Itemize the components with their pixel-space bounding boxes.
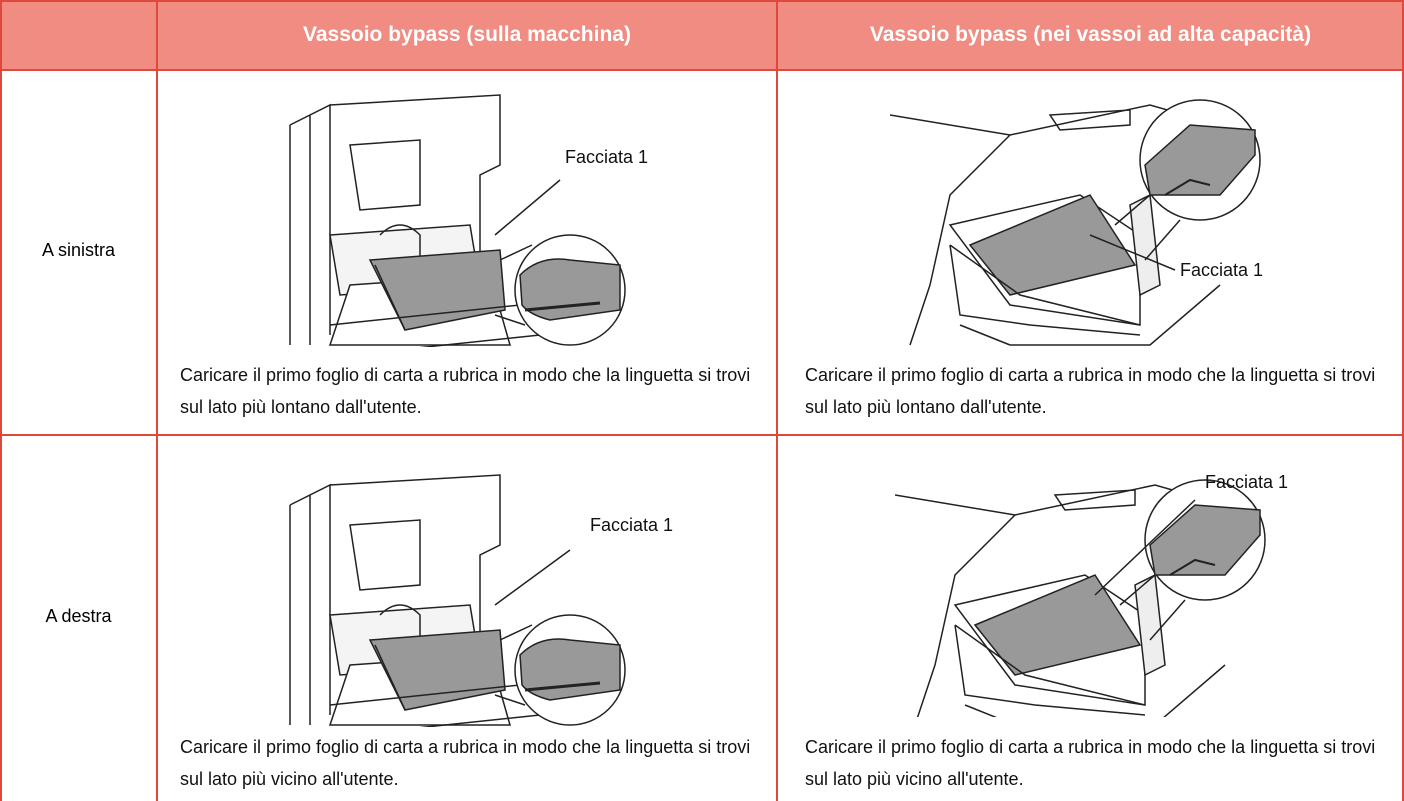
callout-line [1094, 499, 1196, 596]
callout-line [494, 549, 571, 606]
border [776, 0, 778, 801]
caption: Caricare il primo foglio di carta a rubr… [805, 365, 1376, 417]
header-cell: Vassoio bypass (sulla macchina) [157, 0, 777, 70]
machine-drawing [288, 473, 627, 727]
illustration [288, 93, 627, 347]
border [0, 69, 1404, 71]
illustration [288, 473, 627, 727]
border [1402, 0, 1404, 801]
border [0, 0, 2, 801]
illustration [895, 479, 1266, 717]
callout-line [1089, 234, 1176, 271]
caption: Caricare il primo foglio di carta a rubr… [180, 365, 751, 417]
machine-drawing [890, 99, 1261, 346]
callout: Facciata 1 [590, 515, 674, 535]
header-cell: Vassoio bypass (nei vassoi ad alta capac… [777, 0, 1404, 70]
row-label: A destra [45, 606, 112, 626]
callout: Facciata 1 [1205, 472, 1289, 492]
machine-drawing [288, 93, 627, 347]
caption: Caricare il primo foglio di carta a rubr… [180, 737, 751, 789]
callout-line [494, 179, 561, 236]
border [0, 434, 1404, 436]
border [156, 0, 158, 801]
row-label: A sinistra [41, 240, 116, 260]
caption: Caricare il primo foglio di carta a rubr… [805, 737, 1376, 789]
border [0, 0, 1404, 2]
illustration [890, 99, 1261, 346]
callout: Facciata 1 [565, 147, 649, 167]
callout: Facciata 1 [1180, 260, 1264, 280]
machine-drawing [895, 479, 1266, 717]
